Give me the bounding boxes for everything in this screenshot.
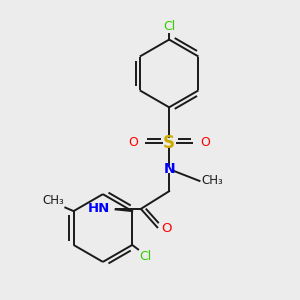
Text: O: O [200,136,210,149]
Text: O: O [161,221,171,235]
Text: N: N [163,162,175,176]
Text: S: S [163,134,175,152]
Text: O: O [128,136,138,149]
Text: Cl: Cl [139,250,152,263]
Text: CH₃: CH₃ [42,194,64,207]
Text: HN: HN [88,202,110,215]
Text: CH₃: CH₃ [201,174,223,188]
Text: Cl: Cl [163,20,175,33]
